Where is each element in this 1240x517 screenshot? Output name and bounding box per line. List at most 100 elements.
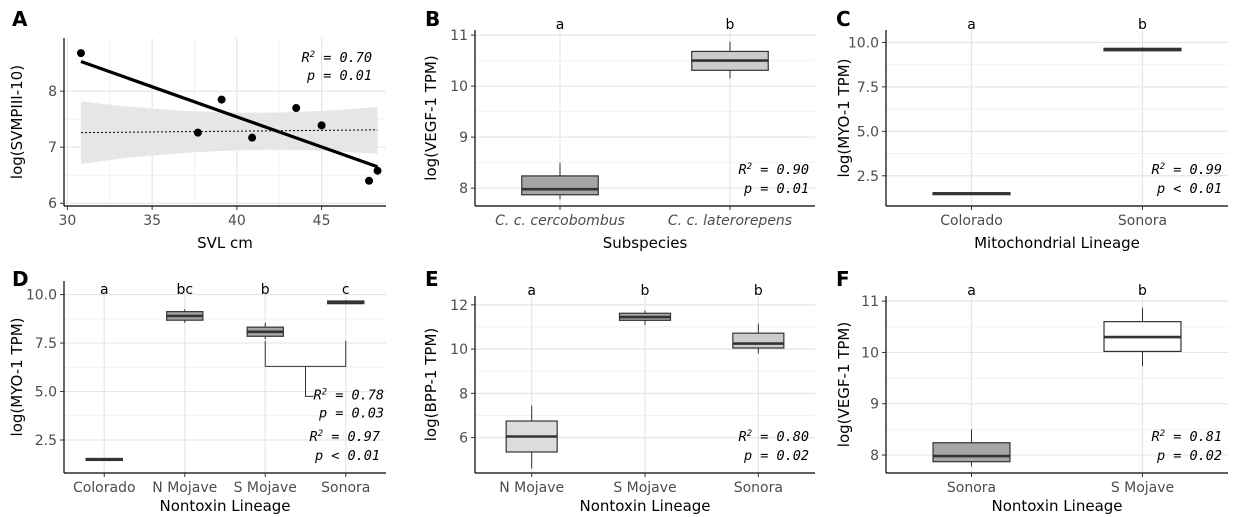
panel-d-significance-letter: a: [100, 282, 109, 298]
panel-d-y-tick-label: 7.5: [35, 336, 57, 352]
panel-c-x-tick-label: Colorado: [940, 213, 1003, 229]
panel-e-significance-letter: b: [754, 283, 763, 299]
panel-d-y-axis-title: log(MYO-1 TPM): [8, 318, 26, 437]
panel-c-p-label: p < 0.01: [1156, 181, 1222, 197]
panel-d-letter: D: [12, 267, 29, 291]
panel-e-y-axis-title: log(BPP-1 TPM): [422, 328, 440, 442]
panel-a-data-point: [292, 104, 301, 112]
panel-d-bracket-p-label: p = 0.03: [318, 405, 384, 421]
panel-b-x-tick-label: C. c. laterorepens: [668, 213, 792, 229]
panel-e-y-tick-label: 10: [450, 342, 468, 358]
panel-e-significance-letter: a: [527, 283, 536, 299]
panel-f-significance-letter: b: [1138, 283, 1147, 299]
panel-d-r2-label: R2 = 0.97: [310, 429, 380, 445]
panel-c-x-tick-label: Sonora: [1118, 213, 1167, 229]
panel-a-x-tick-label: 30: [58, 213, 76, 229]
panel-f-box: [932, 442, 1011, 463]
panel-a-null-line: [80, 129, 378, 134]
panel-a-x-axis-title: SVL cm: [197, 234, 253, 252]
panel-a-p-label: p = 0.01: [306, 68, 372, 84]
panel-a-data-point: [193, 128, 202, 137]
panel-d-x-tick-label: S Mojave: [234, 480, 297, 496]
panel-b-r2-label: R2 = 0.90: [739, 162, 809, 178]
panel-b-y-tick-label: 10: [450, 79, 468, 95]
panel-f-x-axis-title: Nontoxin Lineage: [991, 497, 1122, 515]
panel-d-y-tick-label: 5.0: [35, 385, 57, 401]
panel-a-y-tick-label: 6: [48, 196, 57, 212]
panel-a-data-point: [373, 166, 382, 175]
panel-a-y-tick-label: 7: [48, 140, 57, 156]
panel-e-letter: E: [425, 267, 439, 291]
panel-a-data-point: [317, 121, 326, 130]
panel-c-significance-letter: a: [967, 17, 976, 33]
panel-b-y-tick-label: 9: [459, 130, 468, 146]
panel-a-x-tick-label: 40: [228, 213, 246, 229]
panel-c-y-tick-label: 7.5: [857, 80, 879, 96]
panel-d-x-axis-title: Nontoxin Lineage: [159, 497, 290, 515]
panel-d-x-tick-label: N Mojave: [152, 480, 217, 496]
panel-c-letter: C: [836, 7, 851, 31]
panel-d-significance-letter: c: [342, 282, 350, 298]
panel-e-y-tick-label: 8: [459, 386, 468, 402]
panel-c-y-tick-label: 10.0: [848, 35, 879, 51]
panel-e-x-tick-label: N Mojave: [499, 480, 564, 496]
panel-c-y-axis-title: log(MYO-1 TPM): [835, 59, 853, 178]
panel-d-x-tick-label: Colorado: [73, 480, 136, 496]
panel-a-data-point: [76, 49, 85, 58]
panel-d-y-tick-label: 2.5: [35, 433, 57, 449]
panel-a-confidence-band: [80, 101, 378, 164]
panel-e-x-tick-label: S Mojave: [613, 480, 676, 496]
panel-d-comparison-bracket: [264, 340, 347, 367]
panel-e-y-tick-label: 12: [450, 298, 468, 314]
panel-e-x-axis-title: Nontoxin Lineage: [579, 497, 710, 515]
panel-a-y-tick-label: 8: [48, 84, 57, 100]
panel-f-y-axis-title: log(VEGF-1 TPM): [835, 322, 853, 447]
panel-c-y-tick-label: 2.5: [857, 169, 879, 185]
panel-a-data-point: [217, 95, 226, 104]
panel-b-letter: B: [425, 7, 440, 31]
panel-b-y-axis-title: log(VEGF-1 TPM): [422, 55, 440, 180]
panel-a-data-point: [365, 176, 374, 185]
panel-b-significance-letter: b: [726, 17, 735, 33]
panel-d-significance-letter: b: [261, 282, 270, 298]
panel-d-significance-letter: bc: [176, 282, 193, 298]
panel-b-y-tick-label: 11: [450, 28, 468, 44]
panel-e-significance-letter: b: [641, 283, 650, 299]
panel-f-letter: F: [836, 267, 850, 291]
panel-e-r2-label: R2 = 0.80: [739, 429, 809, 445]
panel-b-significance-letter: a: [556, 17, 565, 33]
panel-a-data-point: [248, 133, 257, 142]
panel-e-box: [732, 332, 785, 349]
panel-e-p-label: p = 0.02: [743, 448, 809, 464]
panel-b-x-tick-label: C. c. cercobombus: [495, 213, 625, 229]
panel-d-bracket-r2-label: R2 = 0.78: [314, 387, 384, 403]
panel-f-p-label: p = 0.02: [1156, 448, 1222, 464]
panel-a-y-axis-title: log(SVMPIII-10): [8, 65, 26, 179]
panel-d-y-tick-label: 10.0: [26, 288, 57, 304]
panel-c-x-axis-title: Mitochondrial Lineage: [974, 234, 1140, 252]
panel-f-y-tick-label: 8: [870, 448, 879, 464]
panel-f-x-tick-label: Sonora: [947, 480, 996, 496]
panel-a-letter: A: [12, 7, 28, 31]
panel-f-significance-letter: a: [967, 283, 976, 299]
panel-b-x-axis-title: Subspecies: [603, 234, 688, 252]
panel-c-significance-letter: b: [1138, 17, 1147, 33]
panel-f-y-tick-label: 11: [861, 294, 879, 310]
panel-f-y-tick-label: 10: [861, 345, 879, 361]
panel-e-x-tick-label: Sonora: [734, 480, 783, 496]
panel-b-y-tick-label: 8: [459, 181, 468, 197]
panel-f-y-tick-label: 9: [870, 397, 879, 413]
panel-f-x-tick-label: S Mojave: [1111, 480, 1174, 496]
panel-e-y-tick-label: 6: [459, 431, 468, 447]
panel-d-bracket-leader: [305, 366, 314, 397]
panel-c-r2-label: R2 = 0.99: [1152, 162, 1222, 178]
panel-c-y-tick-label: 5.0: [857, 124, 879, 140]
panel-b-box: [521, 175, 599, 196]
panel-a-regression-line: [80, 60, 379, 169]
panel-d-x-tick-label: Sonora: [321, 480, 370, 496]
panel-f-r2-label: R2 = 0.81: [1152, 429, 1222, 445]
panel-a-x-tick-label: 35: [143, 213, 161, 229]
panel-a-r2-label: R2 = 0.70: [302, 50, 372, 66]
panel-d-p-label: p < 0.01: [314, 448, 380, 464]
